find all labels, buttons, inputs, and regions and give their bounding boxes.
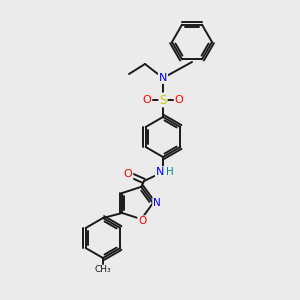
Text: N: N xyxy=(153,198,161,208)
Text: CH₃: CH₃ xyxy=(95,266,111,274)
Text: H: H xyxy=(166,167,174,177)
Text: O: O xyxy=(124,169,132,179)
Text: O: O xyxy=(142,95,152,105)
Text: S: S xyxy=(159,94,167,106)
Text: O: O xyxy=(175,95,183,105)
Text: N: N xyxy=(156,167,164,177)
Text: N: N xyxy=(159,73,167,83)
Text: O: O xyxy=(138,216,146,226)
